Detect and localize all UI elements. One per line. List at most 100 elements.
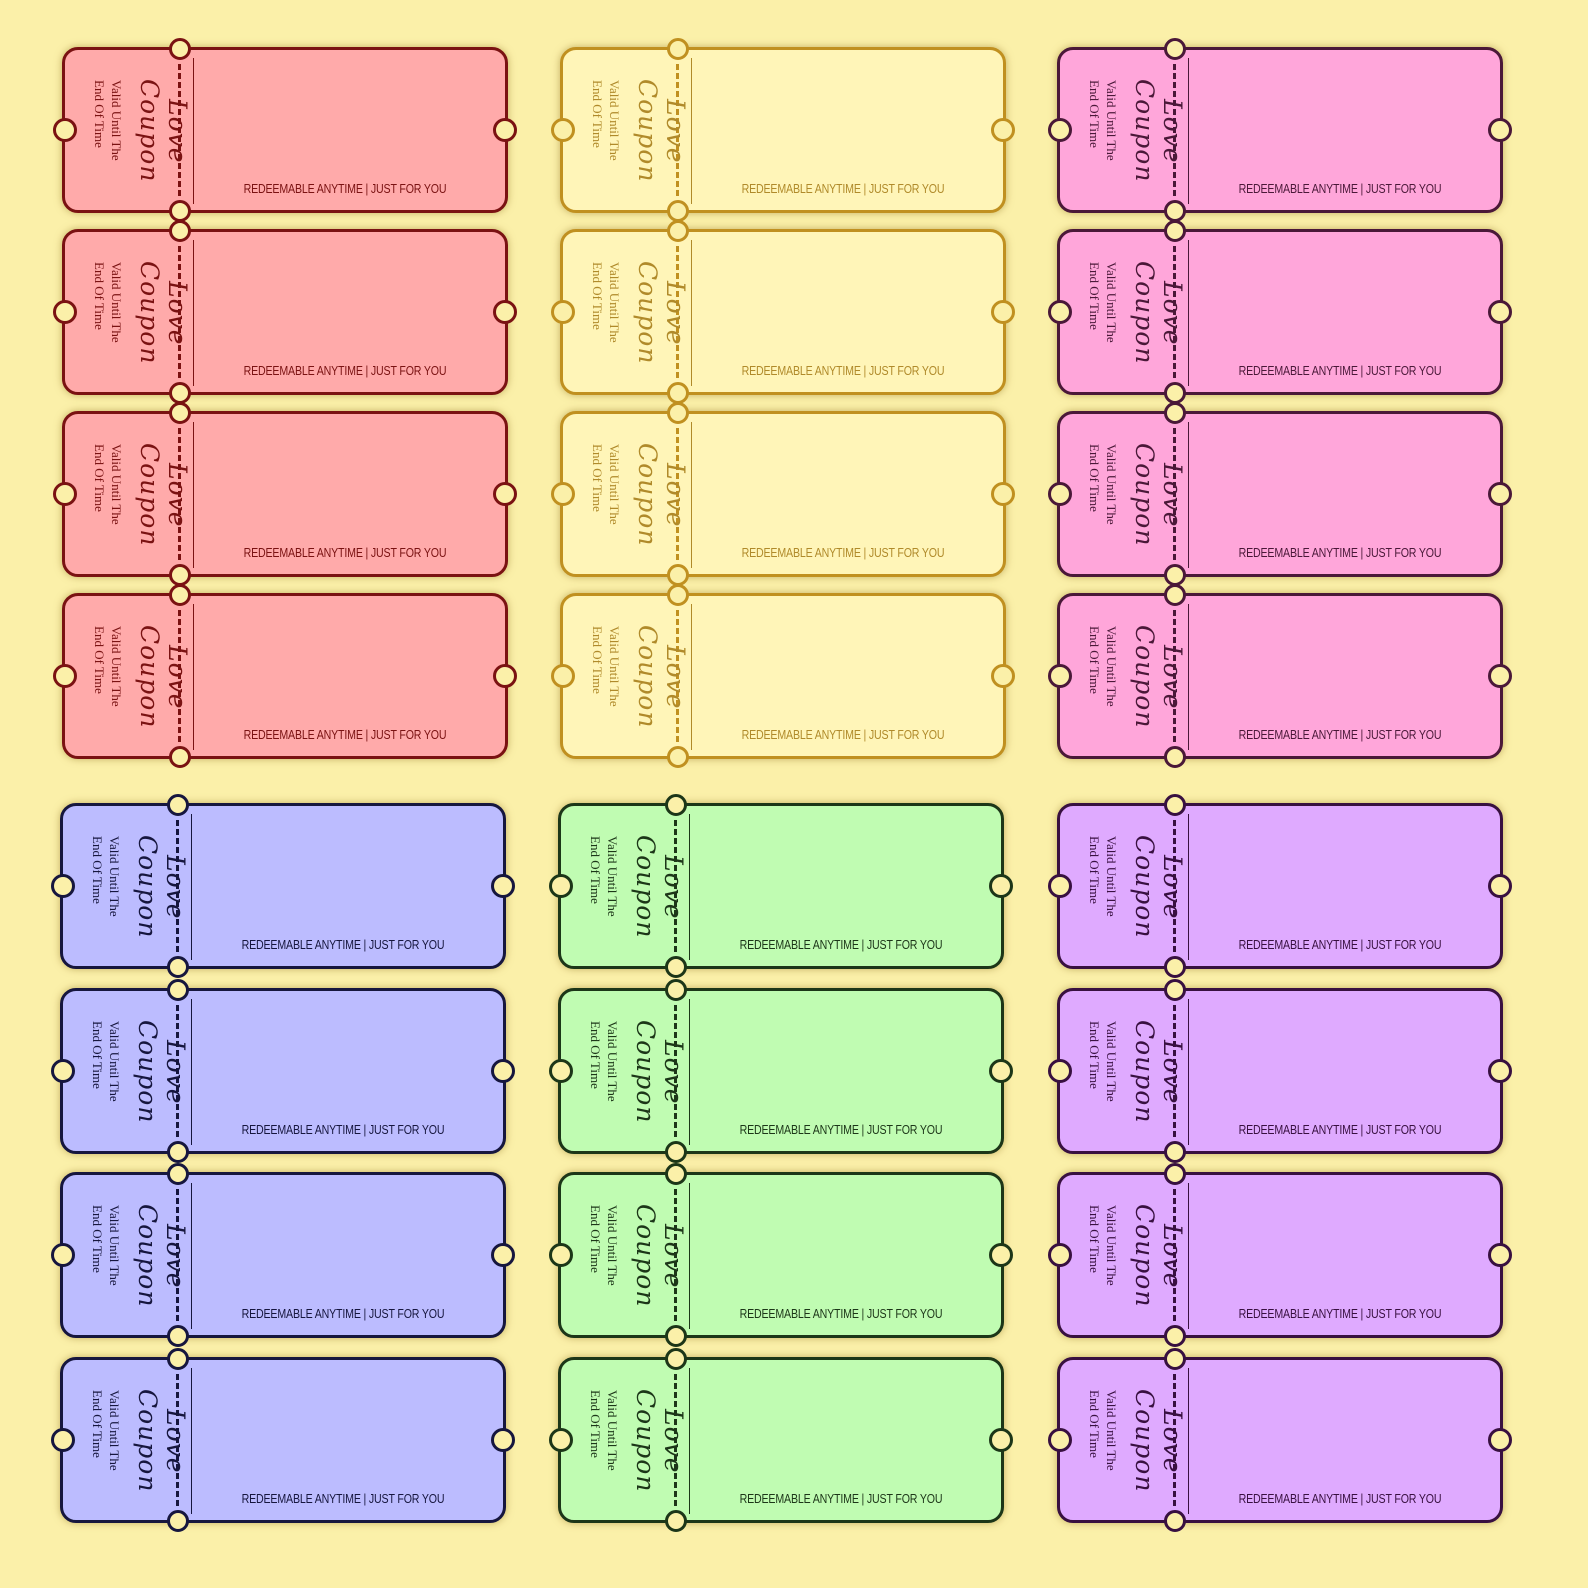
- notch: [551, 664, 575, 688]
- coupon-footer: REDEEMABLE ANYTIME | JUST FOR YOU: [741, 728, 945, 742]
- coupon-validity: Valid Until The End Of Time: [589, 80, 623, 190]
- coupon-red: Love Coupon Valid Until The End Of Time R…: [53, 38, 517, 222]
- validity-line-2: End Of Time: [1087, 1205, 1102, 1273]
- coupon-title: Love Coupon: [1130, 814, 1189, 960]
- notch: [167, 956, 189, 978]
- perforation-line: [1173, 1189, 1176, 1321]
- notch: [53, 664, 77, 688]
- notch: [989, 1243, 1013, 1267]
- coupon-validity: Valid Until The End Of Time: [587, 1390, 621, 1500]
- coupon-footer: REDEEMABLE ANYTIME | JUST FOR YOU: [1238, 546, 1442, 560]
- notch: [169, 38, 191, 60]
- notch: [51, 1059, 75, 1083]
- validity-line-2: End Of Time: [92, 444, 107, 512]
- coupon-footer: REDEEMABLE ANYTIME | JUST FOR YOU: [739, 1492, 943, 1506]
- coupon-validity: Valid Until The End Of Time: [91, 80, 125, 190]
- coupon-footer: REDEEMABLE ANYTIME | JUST FOR YOU: [739, 938, 943, 952]
- notch: [493, 664, 517, 688]
- notch: [1164, 584, 1186, 606]
- notch: [1488, 1428, 1512, 1452]
- perforation-line: [1173, 1374, 1176, 1506]
- perforation-line: [176, 820, 179, 952]
- coupon-title: Love Coupon: [633, 240, 692, 386]
- coupon-yellow: Love Coupon Valid Until The End Of Time R…: [551, 220, 1015, 404]
- notch: [1048, 118, 1072, 142]
- notch: [1488, 1059, 1512, 1083]
- perforation-line: [674, 1374, 677, 1506]
- notch: [167, 1510, 189, 1532]
- notch: [1164, 1510, 1186, 1532]
- notch: [665, 1163, 687, 1185]
- coupon-footer: REDEEMABLE ANYTIME | JUST FOR YOU: [1238, 182, 1442, 196]
- validity-line-1: Valid Until The: [1104, 836, 1119, 917]
- coupon-footer: REDEEMABLE ANYTIME | JUST FOR YOU: [243, 546, 447, 560]
- validity-line-2: End Of Time: [588, 1205, 603, 1273]
- notch: [665, 1510, 687, 1532]
- validity-line-1: Valid Until The: [607, 262, 622, 343]
- coupon-purple: Love Coupon Valid Until The End Of Time R…: [1048, 794, 1512, 978]
- notch: [1488, 482, 1512, 506]
- coupon-validity: Valid Until The End Of Time: [1086, 1390, 1120, 1500]
- coupon-validity: Valid Until The End Of Time: [89, 1390, 123, 1500]
- coupon-blue: Love Coupon Valid Until The End Of Time R…: [51, 1348, 515, 1532]
- notch: [665, 956, 687, 978]
- validity-line-2: End Of Time: [90, 1021, 105, 1089]
- coupon-validity: Valid Until The End Of Time: [89, 1021, 123, 1131]
- notch: [491, 1059, 515, 1083]
- perforation-line: [176, 1189, 179, 1321]
- validity-line-2: End Of Time: [588, 836, 603, 904]
- validity-line-1: Valid Until The: [605, 1390, 620, 1471]
- notch: [1488, 118, 1512, 142]
- validity-line-1: Valid Until The: [607, 80, 622, 161]
- coupon-purple: Love Coupon Valid Until The End Of Time R…: [1048, 1163, 1512, 1347]
- validity-line-1: Valid Until The: [109, 80, 124, 161]
- coupon-validity: Valid Until The End Of Time: [1086, 262, 1120, 372]
- notch: [491, 1243, 515, 1267]
- validity-line-1: Valid Until The: [1104, 444, 1119, 525]
- validity-line-1: Valid Until The: [1104, 80, 1119, 161]
- coupon-title: Love Coupon: [631, 814, 690, 960]
- validity-line-2: End Of Time: [90, 836, 105, 904]
- coupon-title: Love Coupon: [133, 1183, 192, 1329]
- perforation-line: [1173, 428, 1176, 560]
- coupon-validity: Valid Until The End Of Time: [91, 626, 125, 736]
- notch: [1164, 402, 1186, 424]
- coupon-footer: REDEEMABLE ANYTIME | JUST FOR YOU: [1238, 938, 1442, 952]
- coupon-validity: Valid Until The End Of Time: [91, 444, 125, 554]
- coupon-validity: Valid Until The End Of Time: [91, 262, 125, 372]
- perforation-line: [178, 246, 181, 378]
- coupon-green: Love Coupon Valid Until The End Of Time R…: [549, 1348, 1013, 1532]
- coupon-validity: Valid Until The End Of Time: [1086, 80, 1120, 190]
- validity-line-2: End Of Time: [92, 626, 107, 694]
- coupon-validity: Valid Until The End Of Time: [1086, 626, 1120, 736]
- notch: [53, 482, 77, 506]
- notch: [1048, 1428, 1072, 1452]
- perforation-line: [1173, 246, 1176, 378]
- notch: [1164, 746, 1186, 768]
- validity-line-1: Valid Until The: [107, 1390, 122, 1471]
- notch: [1164, 956, 1186, 978]
- validity-line-2: End Of Time: [90, 1390, 105, 1458]
- coupon-footer: REDEEMABLE ANYTIME | JUST FOR YOU: [243, 182, 447, 196]
- coupon-title: Love Coupon: [1130, 1183, 1189, 1329]
- notch: [667, 746, 689, 768]
- coupon-footer: REDEEMABLE ANYTIME | JUST FOR YOU: [739, 1307, 943, 1321]
- coupon-validity: Valid Until The End Of Time: [1086, 836, 1120, 946]
- notch: [1488, 1243, 1512, 1267]
- notch: [167, 1348, 189, 1370]
- notch: [169, 402, 191, 424]
- notch: [665, 979, 687, 1001]
- notch: [1048, 874, 1072, 898]
- coupon-title: Love Coupon: [133, 1368, 192, 1514]
- coupon-title: Love Coupon: [133, 999, 192, 1145]
- coupon-validity: Valid Until The End Of Time: [1086, 1205, 1120, 1315]
- perforation-line: [674, 1189, 677, 1321]
- perforation-line: [676, 428, 679, 560]
- notch: [665, 1348, 687, 1370]
- perforation-line: [674, 820, 677, 952]
- notch: [51, 1243, 75, 1267]
- notch: [665, 1325, 687, 1347]
- coupon-footer: REDEEMABLE ANYTIME | JUST FOR YOU: [1238, 1492, 1442, 1506]
- notch: [1488, 874, 1512, 898]
- coupon-title: Love Coupon: [135, 240, 194, 386]
